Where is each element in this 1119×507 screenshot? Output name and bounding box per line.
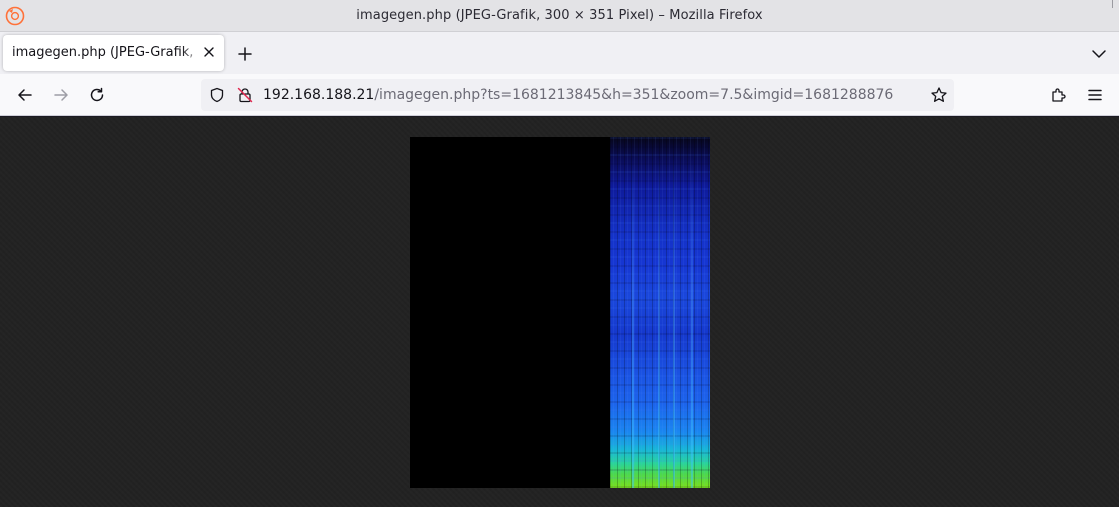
tab-label: imagegen.php (JPEG-Grafik, 300 × 351 Pix… [12,45,197,60]
arrow-right-icon[interactable] [52,86,70,104]
insecure-lock-icon[interactable] [237,87,253,103]
new-tab-icon[interactable] [236,45,254,63]
reload-icon[interactable] [88,86,106,104]
shield-icon[interactable] [209,87,225,103]
window-title: imagegen.php (JPEG-Grafik, 300 × 351 Pix… [356,8,763,23]
url-bar[interactable]: 192.168.188.21/imagegen.php?ts=168121384… [201,79,954,111]
spectrogram-noise [610,137,710,488]
spectrogram-line [691,157,693,488]
url-text[interactable]: 192.168.188.21/imagegen.php?ts=168121384… [263,87,893,103]
tab-imagegen[interactable]: imagegen.php (JPEG-Grafik, 300 × 351 Pix… [3,35,224,71]
spectrogram-line [632,157,634,488]
close-tab-icon[interactable] [202,45,216,59]
tab-strip: imagegen.php (JPEG-Grafik, 300 × 351 Pix… [0,32,1119,74]
url-path: /imagegen.php?ts=1681213845&h=351&zoom=7… [374,87,894,103]
window-titlebar: imagegen.php (JPEG-Grafik, 300 × 351 Pix… [0,0,1119,32]
spectrogram-line [658,157,660,488]
spectrogram-image [610,137,710,488]
firefox-icon[interactable] [5,6,25,26]
spectrogram-bands [610,137,710,488]
jpeg-image[interactable] [410,137,710,488]
hamburger-menu-icon[interactable] [1086,86,1104,104]
titlebar-edge [1112,0,1113,8]
nav-toolbar: 192.168.188.21/imagegen.php?ts=168121384… [0,74,1119,116]
spectrogram-line [673,157,675,488]
url-host: 192.168.188.21 [263,87,375,103]
bookmark-star-icon[interactable] [930,86,948,104]
chevron-down-icon[interactable] [1091,46,1107,62]
arrow-left-icon[interactable] [16,86,34,104]
page-content [0,117,1119,507]
extensions-icon[interactable] [1050,86,1068,104]
